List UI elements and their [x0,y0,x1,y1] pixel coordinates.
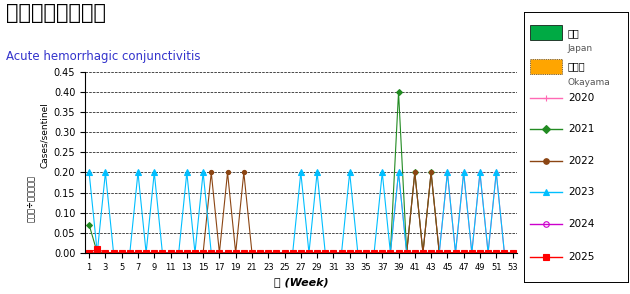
Text: 急性出血性結膜炎: 急性出血性結膜炎 [6,3,106,23]
Text: 2023: 2023 [568,187,594,197]
Text: Okayama: Okayama [568,78,610,87]
Text: 岡山県: 岡山県 [568,62,585,72]
Text: 県件数÷定点医院数: 県件数÷定点医院数 [26,175,36,222]
Text: 2022: 2022 [568,156,594,166]
Text: Japan: Japan [568,44,593,53]
Text: 全国: 全国 [568,28,580,38]
Text: 2021: 2021 [568,124,594,134]
Text: 2020: 2020 [568,93,594,103]
FancyBboxPatch shape [530,59,561,74]
Text: 2024: 2024 [568,219,594,229]
Text: Cases/sentinel: Cases/sentinel [40,102,49,168]
FancyBboxPatch shape [530,25,561,40]
Text: 2025: 2025 [568,252,594,262]
Text: Acute hemorrhagic conjunctivitis: Acute hemorrhagic conjunctivitis [6,50,201,63]
X-axis label: 週 (Week): 週 (Week) [273,277,328,287]
